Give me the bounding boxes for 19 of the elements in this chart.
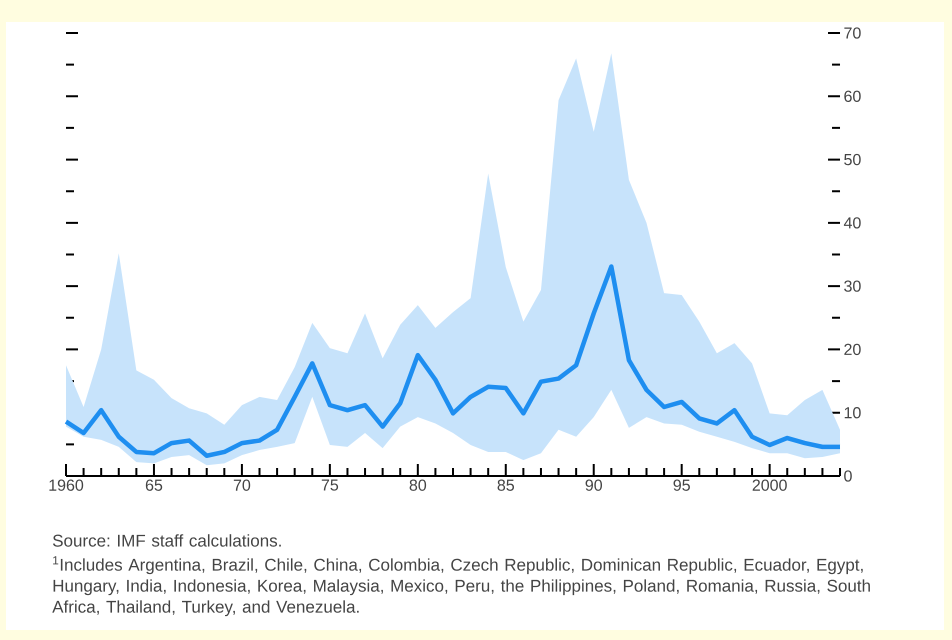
x-tick-label: 80 xyxy=(410,480,426,491)
x-tick-label: 65 xyxy=(146,480,162,491)
x-tick-label: 85 xyxy=(498,480,514,491)
y-tick-label: 70 xyxy=(844,27,861,39)
y-tick-label: 50 xyxy=(844,154,861,166)
x-tick-label: 70 xyxy=(234,480,250,491)
x-tick-label: 95 xyxy=(674,480,690,491)
y-tick-label: 40 xyxy=(844,217,861,229)
x-tick-label: 2000 xyxy=(752,480,787,491)
y-tick-label: 10 xyxy=(844,407,861,418)
y-tick-label: 30 xyxy=(844,280,861,292)
x-tick-label: 1960 xyxy=(49,480,84,491)
y-tick-label: 20 xyxy=(844,344,861,356)
x-tick-label: 75 xyxy=(322,480,338,491)
y-tick-label: 60 xyxy=(844,90,861,102)
y-tick-label: 0 xyxy=(844,470,852,482)
source-note: Source: IMF staff calculations. xyxy=(52,534,281,547)
text: $^{1}$Includes Argentina, Brazil, Chile, China, Colombia, Czech Republic, Dominican Republic, Ecuador, Egypt, Hungary, India, Indonesia, Korea, Malaysia, Mexico, Peru, the Philippines, Poland, Romania, Russia, South Africa, Thailand, Turkey, and Venezuela. xyxy=(52,556,870,616)
x-tick-label: 90 xyxy=(586,480,602,491)
